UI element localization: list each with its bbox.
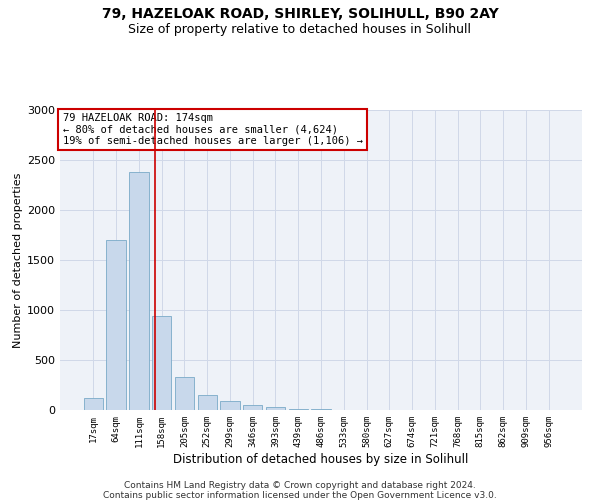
Bar — [197, 395, 217, 410]
Bar — [311, 409, 331, 410]
Text: 79, HAZELOAK ROAD, SHIRLEY, SOLIHULL, B90 2AY: 79, HAZELOAK ROAD, SHIRLEY, SOLIHULL, B9… — [101, 8, 499, 22]
Bar — [152, 316, 172, 410]
Bar — [129, 172, 149, 410]
Bar — [84, 398, 103, 410]
Bar — [266, 407, 285, 410]
Text: Distribution of detached houses by size in Solihull: Distribution of detached houses by size … — [173, 452, 469, 466]
Text: 79 HAZELOAK ROAD: 174sqm
← 80% of detached houses are smaller (4,624)
19% of sem: 79 HAZELOAK ROAD: 174sqm ← 80% of detach… — [62, 113, 362, 146]
Bar — [243, 404, 262, 410]
Text: Contains HM Land Registry data © Crown copyright and database right 2024.: Contains HM Land Registry data © Crown c… — [124, 481, 476, 490]
Y-axis label: Number of detached properties: Number of detached properties — [13, 172, 23, 348]
Bar — [106, 240, 126, 410]
Text: Contains public sector information licensed under the Open Government Licence v3: Contains public sector information licen… — [103, 491, 497, 500]
Bar — [175, 377, 194, 410]
Text: Size of property relative to detached houses in Solihull: Size of property relative to detached ho… — [128, 22, 472, 36]
Bar — [220, 401, 239, 410]
Bar — [289, 409, 308, 410]
